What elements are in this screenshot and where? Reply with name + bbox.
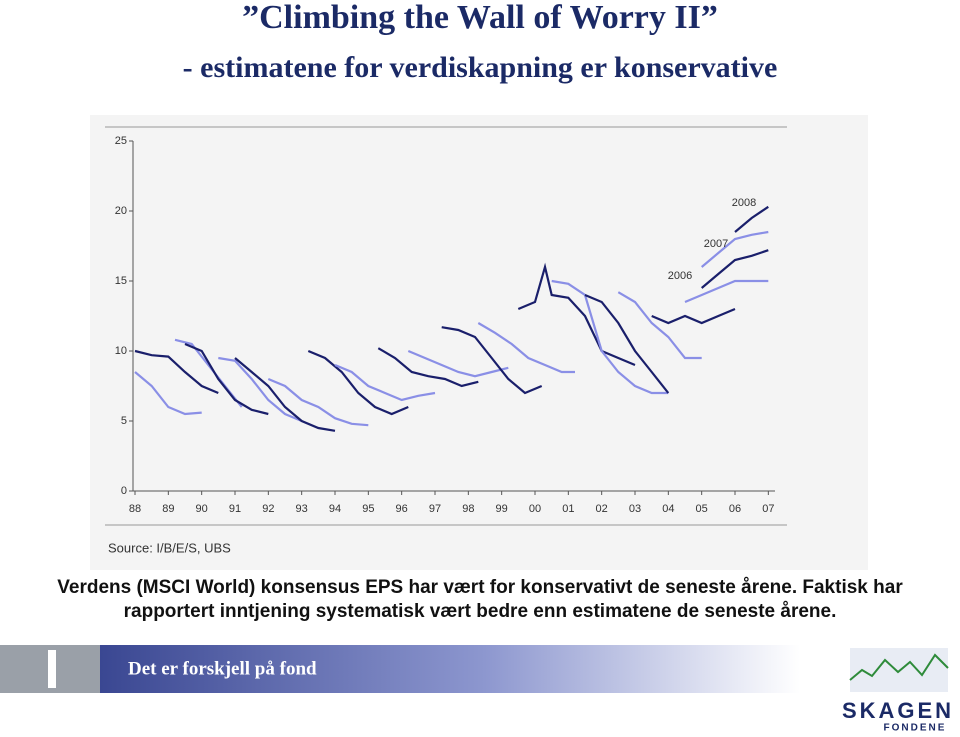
estimate-line — [617, 291, 702, 360]
x-tick-label: 93 — [296, 503, 308, 515]
y-tick-label: 25 — [115, 135, 127, 147]
x-tick-label: 00 — [529, 503, 541, 515]
estimate-line — [684, 279, 769, 304]
x-tick-label: 06 — [729, 503, 741, 515]
y-tick-label: 10 — [115, 345, 127, 357]
estimate-line — [700, 249, 769, 289]
logo-graphic — [849, 648, 949, 692]
title: ”Climbing the Wall of Worry II” — [242, 0, 718, 36]
x-tick-label: 88 — [129, 503, 141, 515]
x-tick-label: 99 — [496, 503, 508, 515]
estimate-line — [734, 205, 769, 233]
caption-line: rapportert inntjening systematisk vært b… — [124, 601, 837, 622]
x-tick-label: 02 — [596, 503, 608, 515]
estimate-line — [517, 262, 636, 367]
estimate-line — [651, 307, 736, 325]
x-tick-label: 01 — [562, 503, 574, 515]
x-tick-label: 03 — [629, 503, 641, 515]
source: Source: I/B/E/S, UBS — [108, 540, 231, 555]
estimate-line — [407, 349, 509, 378]
x-tick-label: 91 — [229, 503, 241, 515]
y-tick-label: 20 — [115, 205, 127, 217]
estimate-line — [477, 322, 575, 374]
x-tick-label: 98 — [462, 503, 474, 515]
estimate-line — [334, 363, 436, 402]
logo-sub: FONDENE — [884, 723, 947, 732]
logo: SKAGEN — [842, 698, 954, 723]
x-tick-label: 07 — [762, 503, 774, 515]
estimate-line — [134, 349, 219, 395]
estimate-line — [584, 293, 670, 394]
x-tick-label: 92 — [262, 503, 274, 515]
annotation: 2008 — [732, 197, 756, 209]
x-tick-label: 89 — [162, 503, 174, 515]
slogan: Det er forskjell på fond — [128, 658, 317, 679]
subtitle: - estimatene for verdiskapning er konser… — [183, 51, 778, 84]
estimate-line — [134, 371, 202, 416]
estimate-line — [234, 357, 336, 432]
annotation: 2006 — [668, 270, 692, 282]
estimate-line — [700, 230, 769, 268]
estimate-line — [218, 356, 303, 423]
x-tick-label: 94 — [329, 503, 341, 515]
y-tick-label: 0 — [121, 485, 127, 497]
x-tick-label: 97 — [429, 503, 441, 515]
estimate-line — [441, 326, 543, 395]
estimate-line — [307, 349, 409, 416]
x-tick-label: 05 — [696, 503, 708, 515]
y-tick-label: 5 — [121, 415, 127, 427]
estimate-line — [377, 347, 479, 388]
x-tick-label: 95 — [362, 503, 374, 515]
x-tick-label: 96 — [396, 503, 408, 515]
estimate-line — [184, 342, 269, 416]
estimate-line — [267, 377, 369, 427]
y-tick-label: 15 — [115, 275, 127, 287]
annotation: 2007 — [704, 238, 728, 250]
footer-bar — [100, 645, 800, 693]
x-tick-label: 04 — [662, 503, 674, 515]
estimate-line — [551, 279, 669, 395]
caption-line: Verdens (MSCI World) konsensus EPS har v… — [57, 577, 903, 598]
x-tick-label: 90 — [196, 503, 208, 515]
lighthouse — [48, 650, 56, 688]
